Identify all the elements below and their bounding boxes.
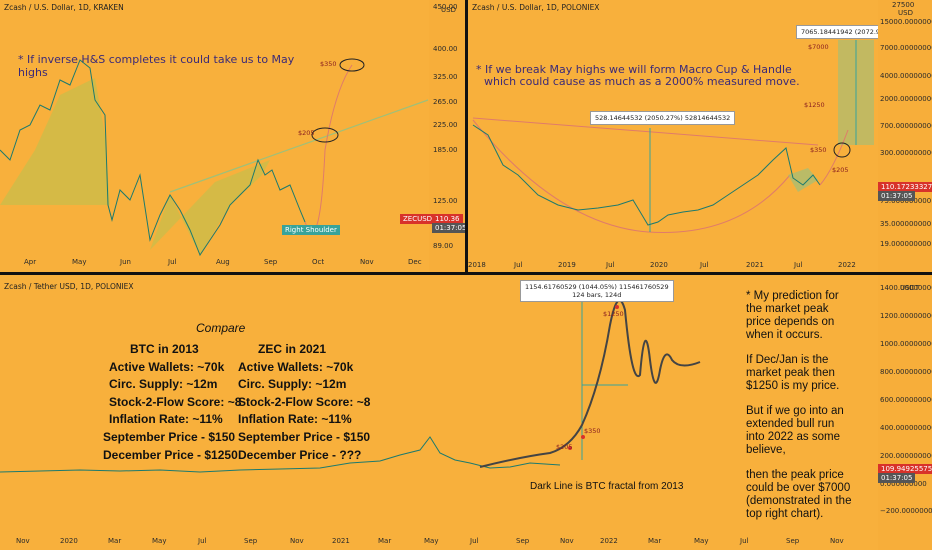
- projection-curve-2: [819, 129, 849, 186]
- p2-time-tag: 01:37:05: [878, 191, 916, 201]
- panel1-x-axis[interactable]: Apr May Jun Jul Aug Sep Oct Nov Dec: [24, 258, 422, 266]
- p2-label-7000: $7000: [808, 43, 829, 51]
- fractal-measure-box: 1154.61760529 (1044.05%) 115461760529 12…: [520, 280, 674, 302]
- price-series-2: [472, 124, 821, 226]
- compare-heading: Compare: [196, 321, 246, 335]
- p2-price-tag: 110.17233327: [878, 182, 932, 192]
- neckline: [169, 99, 429, 193]
- p1-price-tag: 110.36: [432, 214, 463, 224]
- panel2-title: Zcash / U.S. Dollar, 1D, POLONIEX: [472, 3, 600, 12]
- fractal-point-1250: [615, 305, 619, 309]
- zec-heading: ZEC in 2021: [258, 342, 327, 356]
- handle-fill: [788, 168, 818, 192]
- inverse-hs-fill: [150, 160, 270, 255]
- head-shoulders-fill: [0, 78, 110, 205]
- panel2-y-axis[interactable]: 27500 USD 15000.000000000 7000.000000000…: [878, 0, 932, 272]
- fractal-point-205: [568, 446, 572, 450]
- p2-label-205: $205: [832, 166, 849, 174]
- panel2-x-axis[interactable]: 2018 Jul 2019 Jul 2020 Jul 2021 Jul 2022: [468, 261, 856, 269]
- chart-panel-kraken[interactable]: Zcash / U.S. Dollar, 1D, KRAKEN * If inv…: [0, 0, 465, 272]
- cup-curve: [472, 119, 791, 234]
- p3-time-tag: 01:37:05: [878, 473, 916, 483]
- p3-label-1250: $1250: [603, 310, 624, 318]
- right-shoulder-label: Right Shoulder: [282, 225, 340, 235]
- panel3-x-axis[interactable]: Nov 2020 Mar May Jul Sep Nov 2021 Mar Ma…: [16, 537, 844, 545]
- panel2-note-1: * If we break May highs we will form Mac…: [476, 63, 792, 76]
- btc-heading: BTC in 2013: [130, 342, 199, 356]
- panel2-note-2: which could cause as much as a 2000% mea…: [484, 75, 800, 88]
- fractal-note: Dark Line is BTC fractal from 2013: [530, 481, 684, 492]
- cup-rim-line: [472, 117, 819, 146]
- panel3-plot: [0, 297, 701, 473]
- target-circle-2: [833, 142, 851, 158]
- p3-price-tag: 109.94925575: [878, 464, 932, 474]
- panel2-plot: [472, 40, 874, 234]
- panel3-y-axis[interactable]: USDT 1400.000000000 1200.000000000 1000.…: [878, 275, 932, 550]
- panel3-title: Zcash / Tether USD, 1D, POLONIEX: [4, 282, 134, 291]
- p1-symbol-tag: ZECUSD: [400, 214, 436, 224]
- p3-label-205: $205: [556, 443, 573, 451]
- p1-label-350: $350: [320, 60, 337, 68]
- p1-label-205: $205: [298, 129, 315, 137]
- target-350-circle: [339, 58, 365, 72]
- projection-curve: [304, 64, 353, 233]
- horizontal-divider[interactable]: [0, 272, 932, 275]
- target-205-circle: [311, 127, 339, 143]
- btc-fractal-curve: [479, 299, 701, 468]
- vertical-divider[interactable]: [465, 0, 468, 272]
- price-series: [0, 59, 306, 257]
- chart-panel-fractal[interactable]: Zcash / Tether USD, 1D, POLONIEX 1154.61…: [0, 275, 932, 550]
- panel1-note: * If inverse H&S completes it could take…: [18, 53, 295, 79]
- panel1-title: Zcash / U.S. Dollar, 1D, KRAKEN: [4, 3, 124, 12]
- p2-label-1250: $1250: [804, 101, 825, 109]
- fractal-point-350: [581, 435, 585, 439]
- panel1-plot: [0, 58, 429, 257]
- p1-time-tag: 01:37:05: [432, 223, 465, 233]
- p3-label-350: $350: [584, 427, 601, 435]
- measure-box-1: 528.14644532 (2050.27%) 52814644532: [590, 111, 736, 125]
- p2-label-350: $350: [810, 146, 827, 154]
- chart-panel-poloniex-macro[interactable]: Zcash / U.S. Dollar, 1D, POLONIEX * If w…: [468, 0, 932, 272]
- prediction-text: * My prediction for the market peak pric…: [746, 290, 852, 520]
